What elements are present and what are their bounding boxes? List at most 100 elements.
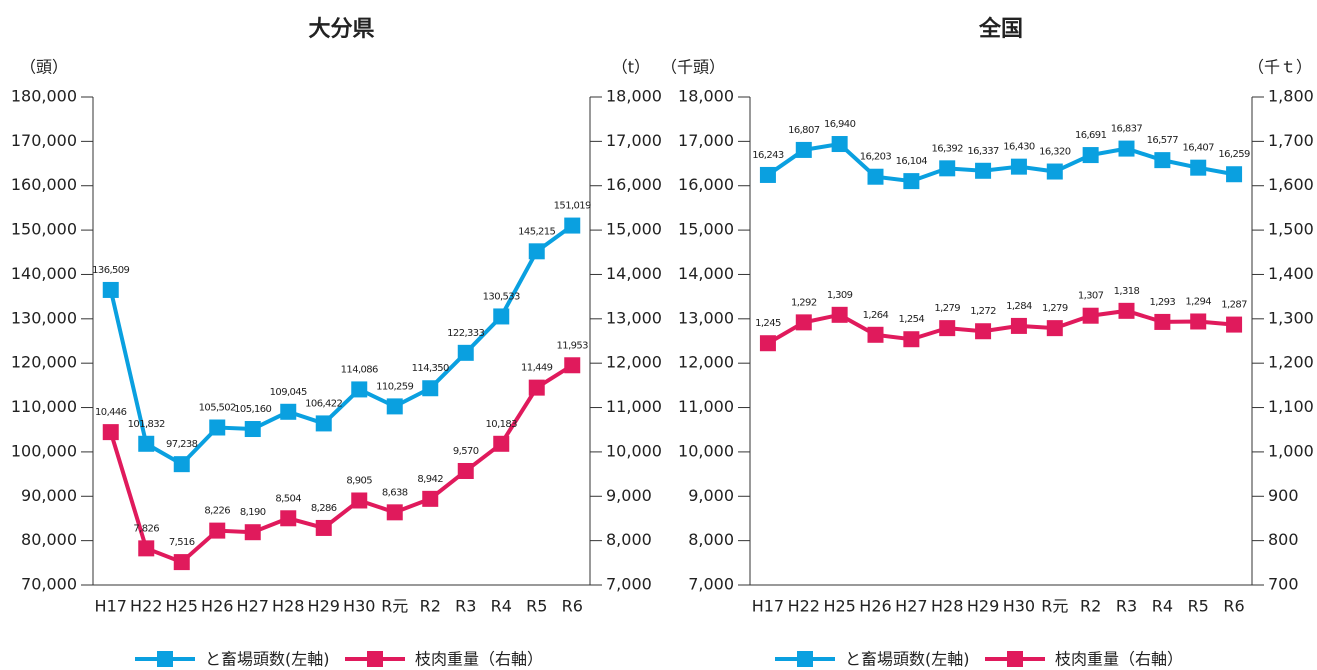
data-label: 101,832 xyxy=(128,419,165,430)
yticks-tick-label: 12,000 xyxy=(678,353,734,372)
yticks-tick-label: 120,000 xyxy=(11,353,77,372)
x-tick-label: R2 xyxy=(1080,597,1101,616)
data-label: 16,837 xyxy=(1111,124,1143,135)
data-label: 16,691 xyxy=(1075,130,1107,141)
legend-marker xyxy=(797,651,813,667)
yticks-tick-label: 150,000 xyxy=(11,220,77,239)
data-label: 16,407 xyxy=(1183,143,1215,154)
data-point xyxy=(1226,166,1243,183)
y2ticks-tick-label: 11,000 xyxy=(606,397,662,416)
data-label: 16,203 xyxy=(860,152,892,163)
legend-marker xyxy=(157,651,173,667)
data-label: 1,279 xyxy=(1042,303,1068,314)
yticks-tick-label: 15,000 xyxy=(678,220,734,239)
data-label: 16,430 xyxy=(1003,142,1035,153)
x-tick-label: H22 xyxy=(130,597,162,616)
data-label: 16,337 xyxy=(967,146,999,157)
x-tick-label: R元 xyxy=(381,597,408,616)
x-tick-label: H25 xyxy=(823,597,855,616)
data-point xyxy=(422,380,439,397)
data-point xyxy=(209,419,226,436)
yticks-tick-label: 10,000 xyxy=(678,441,734,460)
data-point xyxy=(209,522,226,539)
data-label: 11,953 xyxy=(557,340,589,351)
y2ticks-tick-label: 1,600 xyxy=(1268,175,1314,194)
data-label: 1,245 xyxy=(755,318,781,329)
data-label: 1,279 xyxy=(934,303,960,314)
data-label: 16,243 xyxy=(752,150,784,161)
data-point xyxy=(1118,302,1135,319)
data-label: 8,905 xyxy=(346,475,372,486)
data-label: 136,509 xyxy=(92,265,129,276)
data-point xyxy=(903,173,920,190)
data-label: 114,086 xyxy=(341,364,378,375)
data-label: 106,422 xyxy=(305,398,342,409)
data-label: 8,226 xyxy=(204,506,230,517)
data-point xyxy=(1082,307,1099,324)
data-label: 8,942 xyxy=(417,474,443,485)
data-point xyxy=(386,398,403,415)
data-label: 130,533 xyxy=(483,291,520,302)
y-axis-label: （千頭） xyxy=(661,58,725,77)
y2ticks-tick-label: 800 xyxy=(1268,530,1299,549)
data-label: 110,259 xyxy=(376,381,413,392)
y2ticks-tick-label: 13,000 xyxy=(606,308,662,327)
x-tick-label: R5 xyxy=(1188,597,1209,616)
data-label: 8,190 xyxy=(240,507,266,518)
data-point xyxy=(831,306,848,323)
x-tick-label: R2 xyxy=(420,597,441,616)
data-point xyxy=(564,357,581,374)
yticks-tick-label: 11,000 xyxy=(678,397,734,416)
data-label: 1,287 xyxy=(1221,300,1247,311)
data-label: 151,019 xyxy=(554,201,591,212)
y-axis-label: （頭） xyxy=(20,58,68,77)
data-point xyxy=(867,326,884,343)
data-point xyxy=(102,424,119,441)
data-point xyxy=(1082,147,1099,164)
legend-label: と畜場頭数(左軸) xyxy=(845,650,970,669)
y2ticks-tick-label: 700 xyxy=(1268,575,1299,594)
data-point xyxy=(457,344,474,361)
data-label: 109,045 xyxy=(270,387,307,398)
data-label: 16,259 xyxy=(1218,149,1250,160)
y2ticks-tick-label: 1,200 xyxy=(1268,353,1314,372)
yticks-tick-label: 9,000 xyxy=(688,486,734,505)
data-label: 1,254 xyxy=(899,314,925,325)
y2ticks-tick-label: 7,000 xyxy=(606,575,652,594)
data-point xyxy=(975,323,992,340)
x-tick-label: R4 xyxy=(491,597,512,616)
data-label: 1,292 xyxy=(791,297,817,308)
y2ticks-tick-label: 1,000 xyxy=(1268,441,1314,460)
x-tick-label: H27 xyxy=(895,597,927,616)
data-point xyxy=(1154,313,1171,330)
data-label: 1,294 xyxy=(1185,296,1211,307)
x-tick-label: H30 xyxy=(343,597,375,616)
data-label: 8,638 xyxy=(382,487,408,498)
y2ticks-tick-label: 10,000 xyxy=(606,441,662,460)
data-point xyxy=(315,415,332,432)
yticks-tick-label: 90,000 xyxy=(21,486,77,505)
yticks-tick-label: 160,000 xyxy=(11,175,77,194)
x-tick-label: R6 xyxy=(1223,597,1244,616)
yticks-tick-label: 18,000 xyxy=(678,87,734,106)
data-point xyxy=(280,510,297,527)
data-point xyxy=(867,168,884,185)
data-point xyxy=(386,504,403,521)
data-point xyxy=(1190,313,1207,330)
data-point xyxy=(173,456,190,473)
data-point xyxy=(759,166,776,183)
y2ticks-tick-label: 15,000 xyxy=(606,220,662,239)
y2ticks-tick-label: 1,400 xyxy=(1268,264,1314,283)
x-tick-label: H17 xyxy=(752,597,784,616)
yticks-tick-label: 140,000 xyxy=(11,264,77,283)
data-label: 1,284 xyxy=(1006,301,1032,312)
data-point xyxy=(1118,140,1135,157)
y2ticks-tick-label: 900 xyxy=(1268,486,1299,505)
x-tick-label: H25 xyxy=(166,597,198,616)
data-label: 10,183 xyxy=(486,419,518,430)
data-point xyxy=(1154,152,1171,169)
yticks-tick-label: 130,000 xyxy=(11,308,77,327)
x-tick-label: H26 xyxy=(201,597,233,616)
data-point xyxy=(280,403,297,420)
y2ticks-tick-label: 1,700 xyxy=(1268,131,1314,150)
